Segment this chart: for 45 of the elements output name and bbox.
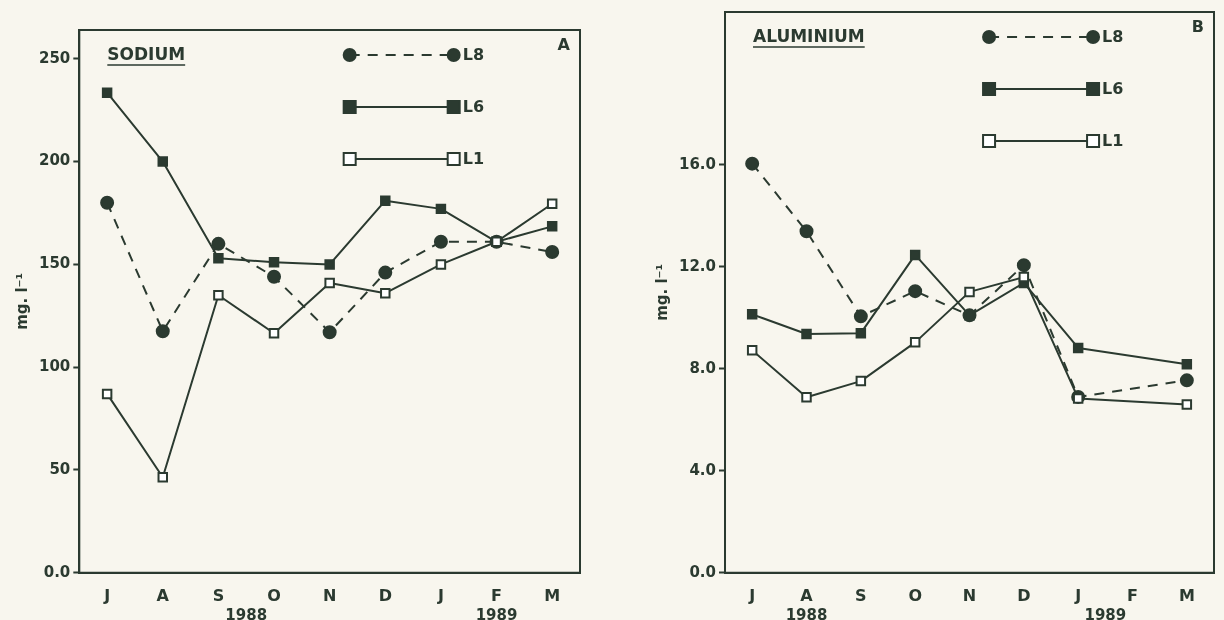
text: SODIUM <box>107 44 186 64</box>
x-tick-label: J <box>1074 585 1082 605</box>
x-tick-label: F <box>1127 585 1138 605</box>
legend-label: L8 <box>1102 27 1124 47</box>
x-tick-label: A <box>156 585 170 605</box>
text: 1989 <box>475 606 518 620</box>
y-axis-title: mg. l⁻¹ <box>12 272 31 330</box>
y-tick-label: 200 <box>39 151 71 170</box>
y-axis-title: mg. l⁻¹ <box>652 263 671 321</box>
x-tick-label: D <box>378 585 392 605</box>
x-tick-label: M <box>1178 585 1195 605</box>
x-tick-label: O <box>908 585 922 605</box>
x-tick-label: M <box>544 585 561 605</box>
y-tick-label: 12.0 <box>678 256 717 275</box>
legend-label: L6 <box>1102 79 1124 99</box>
x-tick-label: O <box>267 585 281 605</box>
text: 1988 <box>225 606 268 620</box>
x-tick-label: A <box>800 585 814 605</box>
y-tick-label: 0.0 <box>689 562 717 581</box>
y-tick-label: 100 <box>39 357 71 376</box>
x-tick-label: S <box>855 585 867 605</box>
x-tick-label: J <box>748 585 756 605</box>
y-tick-label: 4.0 <box>689 460 717 479</box>
legend-label: L1 <box>462 149 485 169</box>
annotation: B <box>1191 17 1204 37</box>
y-tick-label: 150 <box>39 254 71 273</box>
x-tick-label: J <box>103 585 111 605</box>
x-tick-label: F <box>491 585 503 605</box>
legend-label: L6 <box>462 97 485 117</box>
text: 1989 <box>1084 606 1127 620</box>
y-tick-label: 16.0 <box>678 154 717 173</box>
x-tick-label: N <box>962 585 977 605</box>
x-tick-label: S <box>212 585 225 605</box>
y-tick-label: 0.0 <box>43 562 71 581</box>
y-tick-label: 50 <box>49 459 71 478</box>
annotation: A <box>557 35 571 55</box>
text: ALUMINIUM <box>753 26 865 46</box>
x-tick-label: J <box>436 585 444 605</box>
text: 1988 <box>785 606 828 620</box>
y-tick-label: 8.0 <box>689 358 717 377</box>
x-tick-label: N <box>322 585 337 605</box>
y-tick-label: 250 <box>39 48 71 67</box>
legend-label: L8 <box>462 45 485 65</box>
legend-label: L1 <box>1102 131 1124 151</box>
x-tick-label: D <box>1017 585 1031 605</box>
